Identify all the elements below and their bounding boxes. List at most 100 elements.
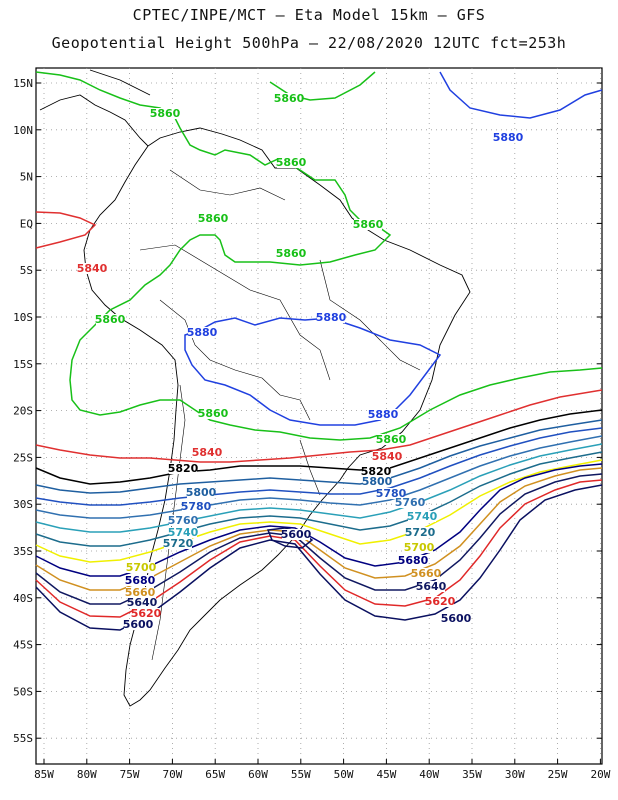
contour-label-bg (188, 327, 216, 338)
contour-label-bg (377, 434, 405, 445)
contour-label: 5840 (192, 446, 223, 459)
contour-label-bg (442, 613, 470, 624)
contour-label: 5820 (168, 462, 199, 475)
lat-label: 10N (13, 124, 33, 137)
contour-label: 5760 (168, 514, 199, 527)
lon-label: 80W (77, 768, 97, 781)
contour-label-bg (169, 527, 197, 538)
contour-label-bg (363, 476, 391, 487)
border-peru-bolivia (159, 299, 263, 379)
contour-label: 5780 (181, 500, 212, 513)
caribbean-coast (89, 69, 151, 96)
contour-label: 5780 (376, 487, 407, 500)
contour-label-bg (354, 219, 382, 230)
contour-label: 5880 (316, 311, 347, 324)
contour-label: 5860 (198, 407, 229, 420)
border-bolivia-paraguay (261, 377, 311, 421)
contour-label: 5740 (168, 526, 199, 539)
contour-label-bg (126, 587, 154, 598)
contour-5880-north (439, 71, 603, 119)
contour-label: 5860 (376, 433, 407, 446)
lat-label: 30S (13, 498, 33, 511)
contour-label-bg (417, 581, 445, 592)
border-brazil-west (139, 244, 331, 381)
lat-label: 50S (13, 685, 33, 698)
contour-label: 5840 (77, 262, 108, 275)
contour-label-bg (373, 451, 401, 462)
contour-label-bg (277, 248, 305, 259)
contour-label-bg (164, 538, 192, 549)
contour-label: 5860 (274, 92, 305, 105)
contour-label-bg (277, 157, 305, 168)
contour-label: 5660 (411, 567, 442, 580)
contour-label-bg (426, 596, 454, 607)
contour-label-bg (187, 487, 215, 498)
contour-labels: 5860 5860 5860 5860 5860 5860 5860 5860 5860 5880… (77, 92, 524, 631)
lat-label: 15S (13, 358, 33, 371)
contour-label-bg (317, 312, 345, 323)
contour-label-bg (128, 597, 156, 608)
contour-label-bg (169, 463, 197, 474)
map-subtitle: Geopotential Height 500hPa – 22/08/2020 … (51, 34, 567, 52)
contour-label: 5680 (398, 554, 429, 567)
contour-5840-west (35, 211, 97, 249)
lon-label: 70W (162, 768, 182, 781)
contour-label: 5880 (368, 408, 399, 421)
contour-label: 5860 (198, 212, 229, 225)
contour-label: 5620 (425, 595, 456, 608)
axis-ticks (36, 82, 602, 764)
contour-label-bg (494, 132, 522, 143)
contour-label: 5600 (441, 612, 472, 625)
contour-label: 5840 (372, 450, 403, 463)
contour-label: 5860 (150, 107, 181, 120)
contour-label-bg (369, 409, 397, 420)
contour-label: 5860 (353, 218, 384, 231)
contour-label-bg (412, 568, 440, 579)
lon-label: 55W (291, 768, 311, 781)
contour-label: 5880 (493, 131, 524, 144)
contour-5800 (35, 419, 603, 494)
lon-label: 65W (205, 768, 225, 781)
contour-label-bg (78, 263, 106, 274)
contour-5600-cell (266, 527, 314, 549)
contour-label: 5860 (95, 313, 126, 326)
contour-label: 5880 (187, 326, 218, 339)
longitude-labels: 85W 80W 75W 70W 65W 60W 55W 50W 45W 40W 35W 30W 25W 2… (34, 768, 611, 781)
contour-label-bg (124, 619, 152, 630)
contour-label: 5860 (276, 156, 307, 169)
lat-label: 10S (13, 311, 33, 324)
contour-label: 5680 (125, 574, 156, 587)
lon-label: 45W (376, 768, 396, 781)
contour-label-bg (96, 314, 124, 325)
lat-label: 5N (20, 171, 33, 184)
contour-label-bg (282, 529, 310, 540)
contour-label: 5640 (416, 580, 447, 593)
contour-label: 5740 (407, 510, 438, 523)
contour-label: 5700 (126, 561, 157, 574)
lon-label: 85W (34, 768, 54, 781)
contour-label-bg (199, 408, 227, 419)
contour-label-bg (377, 488, 405, 499)
contour-label: 5800 (362, 475, 393, 488)
contour-5700 (35, 459, 603, 563)
lat-label: 5S (20, 264, 33, 277)
contour-label: 5620 (131, 607, 162, 620)
contour-5880-south (184, 317, 442, 426)
contour-label-bg (396, 497, 424, 508)
lon-label: 60W (248, 768, 268, 781)
lat-label: 40S (13, 592, 33, 605)
lon-label: 20W (590, 768, 610, 781)
contour-label-bg (126, 575, 154, 586)
contour-label-bg (182, 501, 210, 512)
contour-5860-north (35, 71, 603, 441)
lat-label: 45S (13, 639, 33, 652)
contour-label: 5860 (276, 247, 307, 260)
latitude-labels: 15N 10N 5N EQ 5S 10S 15S 20S 25S 30S 35S 40S 45S 50S 5… (13, 77, 33, 745)
contour-label-bg (408, 511, 436, 522)
contour-label: 5720 (405, 526, 436, 539)
lon-label: 35W (462, 768, 482, 781)
contour-5860-top (269, 71, 376, 101)
lon-label: 50W (334, 768, 354, 781)
contour-label-bg (193, 447, 221, 458)
